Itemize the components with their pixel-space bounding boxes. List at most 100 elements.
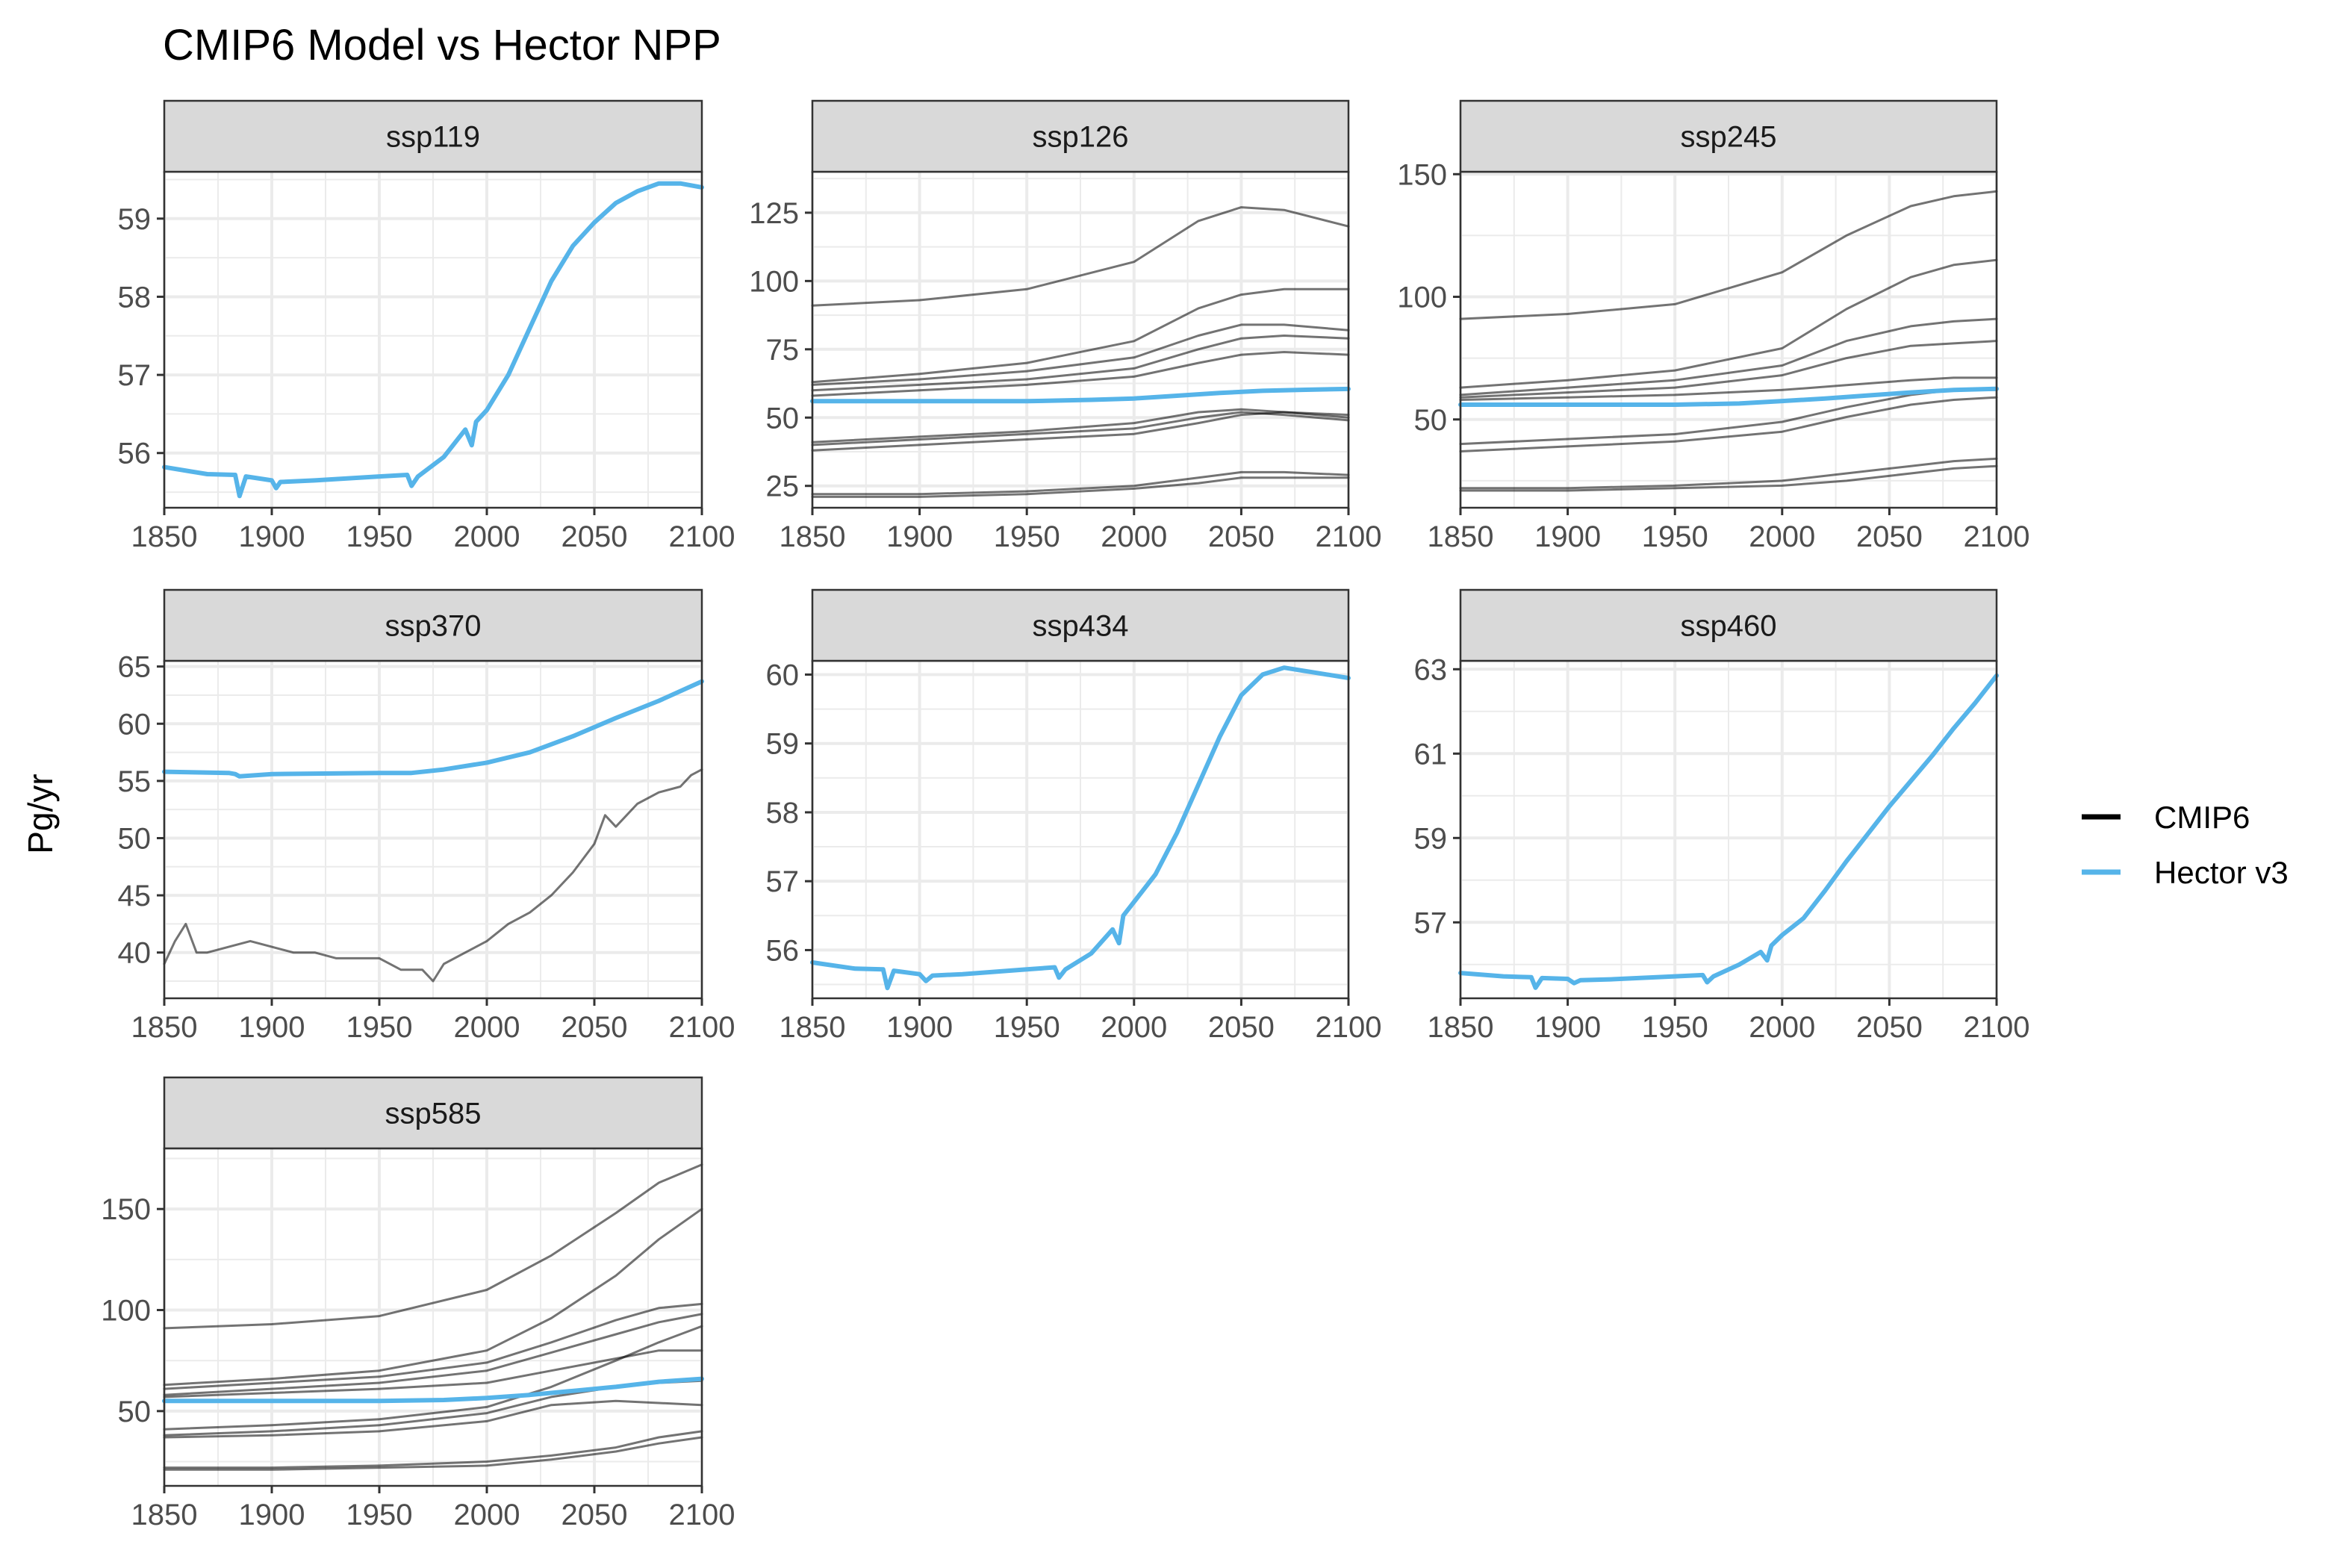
facet-strip-label: ssp245 [1681,121,1777,154]
x-tick-label: 1900 [239,1499,305,1531]
facet-strip-label: ssp119 [386,121,480,154]
x-tick-label: 1900 [239,520,305,553]
series-line-cmip6 [811,411,1350,447]
x-tick-label: 2050 [561,1011,628,1044]
y-tick-label: 65 [118,651,152,684]
x-tick-label: 1950 [1642,520,1708,553]
x-tick-label: 1950 [994,1011,1060,1044]
series-line-cmip6 [1459,464,1998,492]
y-tick-label: 59 [1414,822,1448,855]
x-tick-label: 1850 [780,1011,846,1044]
x-tick-label: 1850 [1428,520,1494,553]
y-tick-label: 60 [118,708,152,741]
x-tick-label: 1900 [1534,520,1601,553]
y-tick-label: 56 [118,438,152,470]
series-line-hector [162,181,704,499]
y-tick-label: 61 [1414,738,1448,771]
panel-ssp245: 1850 1900 1950 2000 2050 2100 50 100 150 ssp245 [1397,99,2030,553]
y-tick-label: 50 [118,1396,152,1428]
x-tick-label: 2000 [1749,520,1815,553]
x-tick-label: 2000 [454,1499,520,1531]
x-tick-label: 1850 [1428,1011,1494,1044]
series-line-cmip6 [1459,340,1998,399]
facet-strip-label: ssp126 [1033,121,1129,154]
x-tick-label: 2000 [1749,1011,1815,1044]
facet-strip [163,588,703,662]
facet-strip-label: ssp370 [385,610,482,643]
x-tick-label: 2050 [561,1499,628,1531]
y-tick-label: 125 [749,197,799,230]
y-tick-label: 55 [118,765,152,798]
series-line-hector [810,665,1351,991]
x-tick-label: 2100 [1964,1011,2030,1044]
series-line-cmip6 [811,287,1350,384]
y-tick-label: 100 [1397,281,1447,314]
panel-ssp119: 1850 1900 1950 2000 2050 2100 56 57 58 59 ssp119 [118,99,735,553]
panel-ssp126: 1850 1900 1950 2000 2050 2100 25 50 75 100 125 ssp1… [749,99,1381,553]
y-tick-label: 57 [118,359,152,392]
x-tick-label: 2100 [1964,520,2030,553]
x-tick-label: 2050 [1208,520,1275,553]
y-tick-label: 58 [766,797,800,830]
series-line-cmip6 [163,1163,703,1330]
series-line-cmip6 [1459,258,1998,389]
facet-strip-label: ssp585 [385,1098,482,1130]
x-tick-label: 1950 [1642,1011,1708,1044]
x-tick-label: 2000 [454,520,520,553]
x-tick-label: 1850 [131,520,198,553]
x-tick-label: 2050 [561,520,628,553]
x-tick-label: 1900 [1534,1011,1601,1044]
series-line-cmip6 [811,335,1350,392]
series-line-cmip6 [163,1399,703,1439]
x-tick-label: 1950 [346,1499,413,1531]
y-tick-label: 40 [118,937,152,970]
x-tick-label: 2050 [1208,1011,1275,1044]
series-line-cmip6 [1459,317,1998,396]
series-line-hector [162,679,704,779]
legend-label-hector: Hector v3 [2154,855,2289,890]
x-tick-label: 2100 [669,1499,735,1531]
y-tick-label: 100 [101,1295,151,1328]
y-tick-label: 63 [1414,653,1448,686]
panel-ssp370: 1850 1900 1950 2000 2050 2100 40 45 50 55 60 65 ssp3… [118,588,735,1044]
x-tick-label: 2000 [1101,1011,1167,1044]
x-tick-label: 1850 [131,1011,198,1044]
y-tick-label: 57 [766,865,800,898]
facet-strip-label: ssp460 [1681,610,1777,643]
x-tick-label: 1950 [994,520,1060,553]
x-tick-label: 1950 [346,1011,413,1044]
y-tick-label: 57 [1414,906,1448,939]
x-tick-label: 1850 [780,520,846,553]
x-tick-label: 2050 [1856,1011,1923,1044]
series-line-hector [810,386,1351,404]
chart-title: CMIP6 Model vs Hector NPP [163,21,721,69]
y-tick-label: 59 [766,728,800,761]
y-tick-label: 60 [766,659,800,691]
y-tick-label: 58 [118,281,152,314]
series-line-cmip6 [811,476,1350,498]
y-tick-label: 50 [118,822,152,855]
series-line-cmip6 [163,1207,703,1387]
series-line-cmip6 [163,1349,703,1399]
series-line-cmip6 [1459,376,1998,401]
facet-strip [1459,99,1998,173]
series-line-hector [162,1376,704,1404]
series-line-cmip6 [163,768,703,983]
x-tick-label: 1900 [886,1011,953,1044]
y-tick-label: 100 [749,265,799,298]
facet-strip-label: ssp434 [1033,610,1129,643]
series-line-cmip6 [163,1436,703,1471]
facet-strip [163,99,703,173]
series-line-cmip6 [1459,396,1998,452]
series-line-cmip6 [1459,190,1998,320]
series-line-cmip6 [163,1430,703,1469]
y-tick-label: 150 [101,1193,151,1226]
facet-strip [163,1076,703,1150]
y-tick-label: 45 [118,880,152,912]
y-tick-label: 150 [1397,158,1447,191]
facet-strip [1459,588,1998,662]
y-tick-label: 25 [766,470,800,503]
x-tick-label: 1950 [346,520,413,553]
legend-label-cmip6: CMIP6 [2154,800,2250,835]
